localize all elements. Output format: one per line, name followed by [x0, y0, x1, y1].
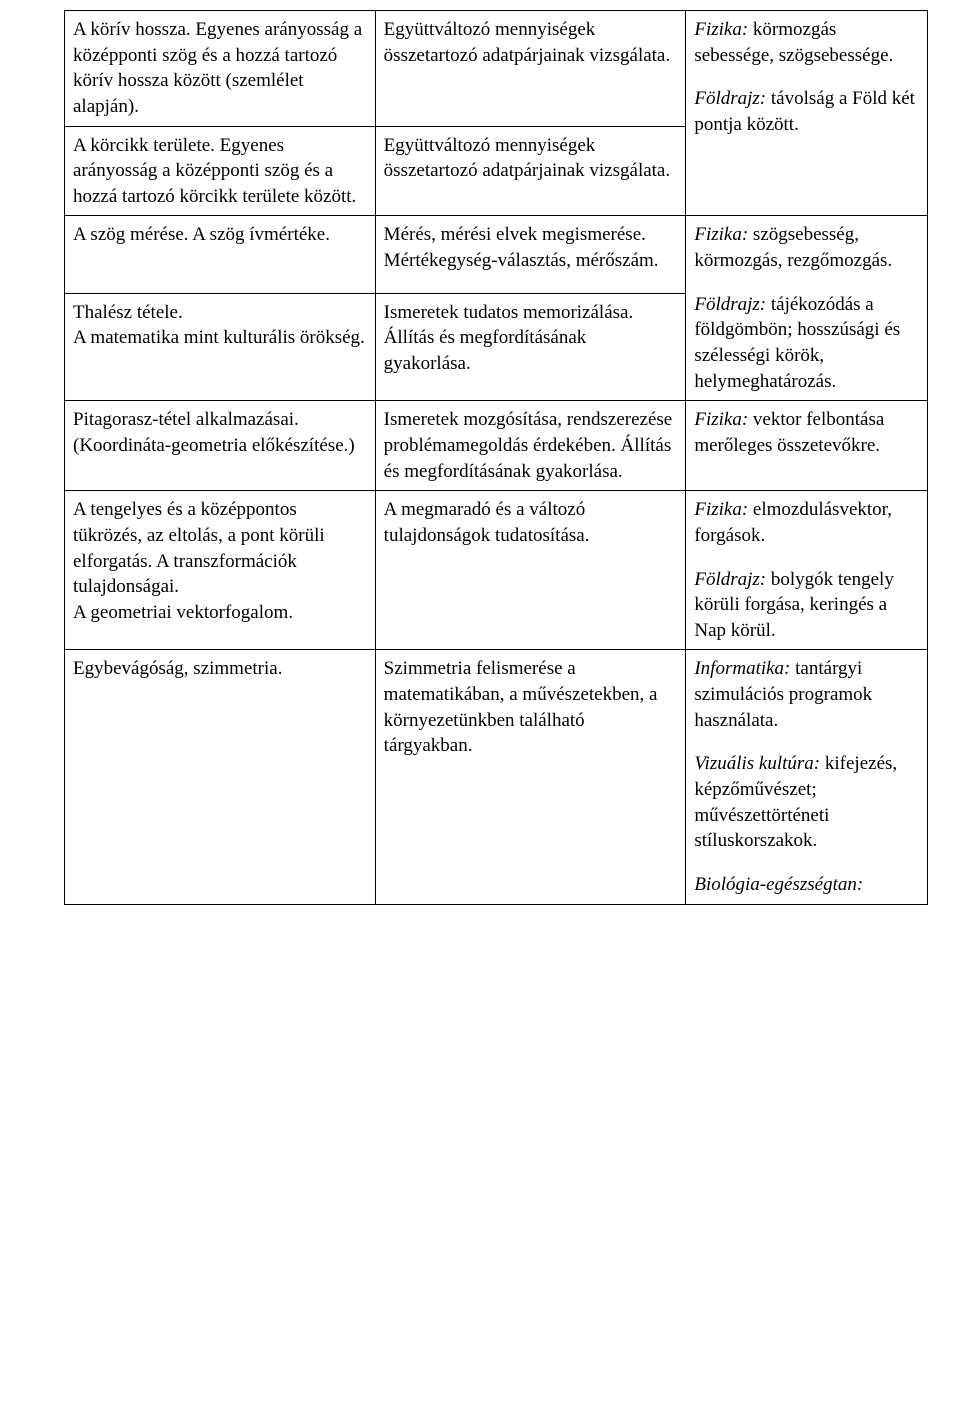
table-row: A tengelyes és a középpontos tükrözés, a…	[65, 491, 928, 650]
subject-label: Fizika:	[694, 224, 748, 245]
table-row: A körív hossza. Egyenes arányosság a köz…	[65, 11, 928, 127]
table-cell-links: Fizika: elmozdulásvektor, forgások.Földr…	[686, 491, 928, 650]
table-cell-activity: A megmaradó és a változó tulajdonságok t…	[375, 491, 686, 650]
table-cell-links: Fizika: szögsebesség, körmozgás, rezgőmo…	[686, 216, 928, 401]
table-cell-activity: Ismeretek tudatos memorizálása. Állítás …	[375, 293, 686, 401]
table-cell-links: Fizika: körmozgás sebessége, szögsebessé…	[686, 11, 928, 216]
table-cell-topic: Egybevágóság, szimmetria.	[65, 650, 376, 904]
table-cell-topic: A körív hossza. Egyenes arányosság a köz…	[65, 11, 376, 127]
table-cell-activity: Együttváltozó mennyiségek összetartozó a…	[375, 126, 686, 216]
table-cell-activity: Szimmetria felismerése a matematikában, …	[375, 650, 686, 904]
subject-label: Informatika:	[694, 658, 790, 679]
table-cell-topic: A körcikk területe. Egyenes arányosság a…	[65, 126, 376, 216]
table-cell-links: Fizika: vektor felbontása merőleges össz…	[686, 401, 928, 491]
table-cell-links: Informatika: tantárgyi szimulációs progr…	[686, 650, 928, 904]
table-row: A szög mérése. A szög ívmértéke.Mérés, m…	[65, 216, 928, 293]
table-cell-topic: A szög mérése. A szög ívmértéke.	[65, 216, 376, 293]
table-row: Egybevágóság, szimmetria.Szimmetria feli…	[65, 650, 928, 904]
table-cell-topic: Pitagorasz-tétel alkalmazásai. (Koordiná…	[65, 401, 376, 491]
subject-label: Földrajz:	[694, 88, 766, 109]
subject-label: Vizuális kultúra:	[694, 753, 820, 774]
curriculum-table: A körív hossza. Egyenes arányosság a köz…	[64, 10, 928, 905]
table-cell-activity: Együttváltozó mennyiségek összetartozó a…	[375, 11, 686, 127]
table-cell-topic: Thalész tétele.A matematika mint kulturá…	[65, 293, 376, 401]
table-row: Pitagorasz-tétel alkalmazásai. (Koordiná…	[65, 401, 928, 491]
subject-label: Biológia-egészségtan:	[694, 874, 863, 895]
table-cell-activity: Ismeretek mozgósítása, rendszerezése pro…	[375, 401, 686, 491]
subject-label: Földrajz:	[694, 294, 766, 315]
subject-label: Fizika:	[694, 19, 748, 40]
table-cell-topic: A tengelyes és a középpontos tükrözés, a…	[65, 491, 376, 650]
subject-label: Fizika:	[694, 409, 748, 430]
subject-label: Fizika:	[694, 499, 748, 520]
subject-label: Földrajz:	[694, 569, 766, 590]
table-cell-activity: Mérés, mérési elvek megismerése. Mértéke…	[375, 216, 686, 293]
